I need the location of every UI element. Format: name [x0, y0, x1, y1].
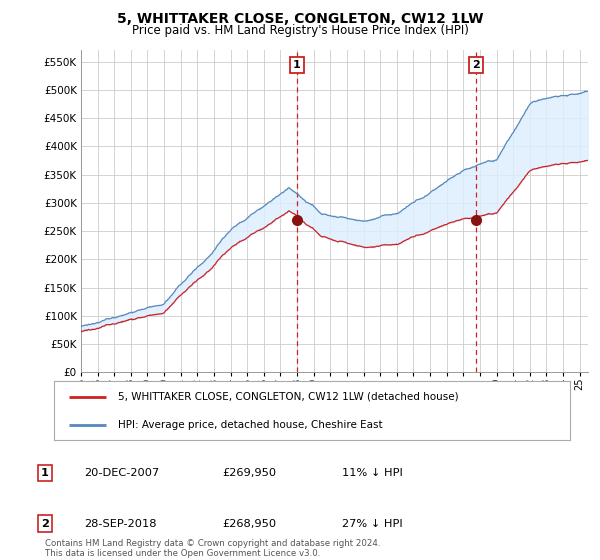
Text: Contains HM Land Registry data © Crown copyright and database right 2024.: Contains HM Land Registry data © Crown c…: [45, 539, 380, 548]
Text: 5, WHITTAKER CLOSE, CONGLETON, CW12 1LW: 5, WHITTAKER CLOSE, CONGLETON, CW12 1LW: [117, 12, 483, 26]
Text: 1: 1: [41, 468, 49, 478]
Text: This data is licensed under the Open Government Licence v3.0.: This data is licensed under the Open Gov…: [45, 549, 320, 558]
Text: 28-SEP-2018: 28-SEP-2018: [84, 519, 157, 529]
Text: £268,950: £268,950: [222, 519, 276, 529]
Text: 1: 1: [293, 60, 301, 70]
Text: 5, WHITTAKER CLOSE, CONGLETON, CW12 1LW (detached house): 5, WHITTAKER CLOSE, CONGLETON, CW12 1LW …: [119, 391, 459, 402]
Text: HPI: Average price, detached house, Cheshire East: HPI: Average price, detached house, Ches…: [119, 420, 383, 430]
Text: 2: 2: [41, 519, 49, 529]
Text: 20-DEC-2007: 20-DEC-2007: [84, 468, 159, 478]
Text: 11% ↓ HPI: 11% ↓ HPI: [342, 468, 403, 478]
Text: Price paid vs. HM Land Registry's House Price Index (HPI): Price paid vs. HM Land Registry's House …: [131, 24, 469, 37]
Text: 2: 2: [472, 60, 479, 70]
Text: 27% ↓ HPI: 27% ↓ HPI: [342, 519, 403, 529]
Text: £269,950: £269,950: [222, 468, 276, 478]
